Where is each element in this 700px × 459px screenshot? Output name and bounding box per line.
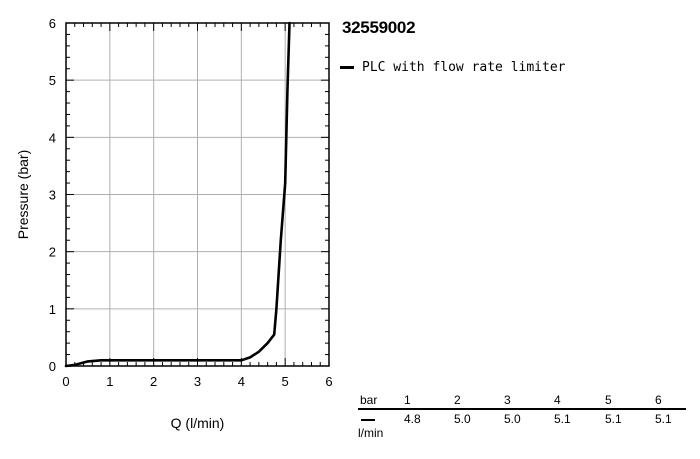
table-flow-value: 5.0 [504,412,521,426]
table-unit-bar: bar [360,393,378,407]
y-tick-label: 3 [49,188,56,203]
table-flow-value: 4.8 [404,412,421,426]
table-bar-value: 2 [454,393,461,407]
table-bar-value: 5 [605,393,612,407]
chart-title: 32559002 [342,18,416,37]
y-tick-label: 1 [49,302,56,317]
legend-line-swatch [340,66,354,69]
y-axis-label: Pressure (bar) [15,150,31,239]
table-bar-value: 6 [655,393,662,407]
plot-frame [65,22,330,367]
table-flow-row: 4.8 5.0 5.0 5.1 5.1 5.1 [358,412,686,428]
table-flow-value: 5.1 [605,412,622,426]
y-tick-label: 0 [49,359,56,374]
table-unit-lmin: l/min [358,426,384,440]
flow-table: bar 1 2 3 4 5 6 4.8 5.0 5.0 5.1 5.1 5.1 … [358,392,686,440]
x-tick-label: 2 [150,374,157,389]
x-tick-label: 6 [325,374,332,389]
x-tick-label: 4 [238,374,245,389]
table-flow-value: 5.1 [554,412,571,426]
table-bar-value: 3 [504,393,511,407]
table-header-row: bar 1 2 3 4 5 6 [358,392,686,408]
x-axis-label: Q (l/min) [171,415,225,431]
series-line [64,21,291,368]
table-bar-value: 1 [404,393,411,407]
table-rule [358,408,686,410]
x-tick-label: 0 [62,374,69,389]
y-tick-label: 6 [49,16,56,31]
x-tick-label: 3 [194,374,201,389]
y-tick-label: 5 [49,73,56,88]
legend: PLC with flow rate limiter [340,60,566,75]
table-flow-value: 5.1 [655,412,672,426]
table-bar-value: 4 [554,393,561,407]
table-line-swatch [361,419,375,421]
table-flow-value: 5.0 [454,412,471,426]
y-tick-label: 4 [49,130,56,145]
x-tick-label: 1 [106,374,113,389]
x-tick-label: 5 [282,374,289,389]
y-tick-label: 2 [49,245,56,260]
legend-label: PLC with flow rate limiter [362,60,566,75]
